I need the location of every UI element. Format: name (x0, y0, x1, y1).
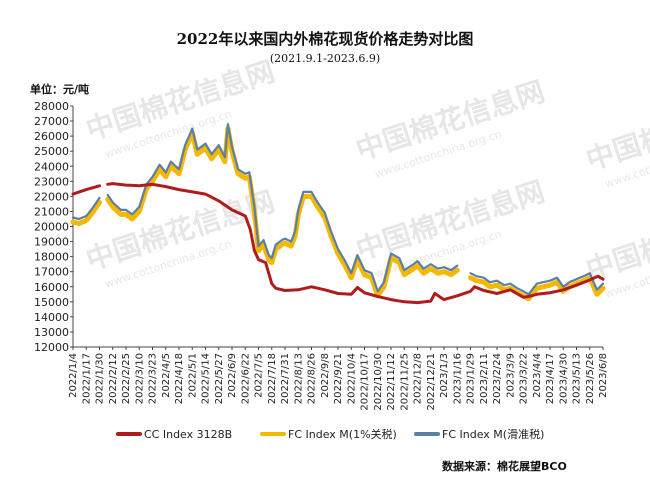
x-tick-label: 2022/1/17 (81, 353, 92, 404)
y-tick-label: 12000 (34, 341, 69, 354)
x-tick-label: 2022/2/12 (108, 353, 119, 404)
x-tick-label: 2022/7/5 (254, 353, 265, 398)
series-line (70, 126, 606, 302)
series-2 (70, 126, 606, 302)
x-tick-label: 2023/5/26 (585, 353, 596, 404)
x-tick-label: 2023/3/9 (505, 353, 516, 398)
x-tick-label: 2022/9/8 (320, 353, 331, 398)
x-tick-label: 2022/9/21 (333, 353, 344, 404)
y-tick-label: 21000 (34, 205, 69, 218)
x-tick-label: 2022/11/25 (399, 353, 410, 411)
chart-subtitle: (2021.9.1-2023.6.9) (270, 52, 380, 65)
x-tick-label: 2023/2/11 (479, 353, 490, 404)
x-tick-label: 2022/6/9 (227, 353, 238, 398)
y-tick-label: 14000 (34, 311, 69, 324)
x-tick-label: 2022/3/23 (148, 353, 159, 404)
legend: CC Index 3128B FC Index M(1%关税) FC Index M… (116, 427, 544, 441)
x-tick-label: 2023/2/24 (492, 353, 503, 404)
x-tick-label: 2022/5/1 (187, 353, 198, 398)
chart-title: 2022年以来国内外棉花现货价格走势对比图 (177, 30, 474, 48)
legend-label: FC Index M(1%关税) (288, 427, 397, 441)
y-tick-label: 17000 (34, 266, 69, 279)
x-tick-label: 2022/7/18 (267, 353, 278, 404)
y-tick-label: 20000 (34, 221, 69, 234)
y-tick-label: 25000 (34, 145, 69, 158)
x-tick-label: 2023/1/3 (439, 353, 450, 398)
x-tick-label: 2022/12/21 (426, 353, 437, 411)
y-tick-label: 27000 (34, 115, 69, 128)
y-tick-label: 15000 (34, 296, 69, 309)
y-tick-label: 19000 (34, 236, 69, 249)
x-tick-label: 2022/10/17 (360, 353, 371, 411)
x-tick-label: 2022/4/5 (161, 353, 172, 398)
x-tick-label: 2022/5/14 (201, 353, 212, 404)
x-tick-label: 2022/1/4 (68, 353, 79, 398)
x-tick-label: 2022/7/31 (280, 353, 291, 404)
x-tick-label: 2023/3/22 (519, 353, 530, 404)
watermark-text: 中国棉花信息网 (582, 195, 650, 287)
x-tick-label: 2023/4/30 (558, 353, 569, 404)
data-source: 数据来源：棉花展望BCO (442, 459, 567, 473)
y-tick-label: 22000 (34, 190, 69, 203)
x-tick-label: 2022/10/30 (373, 353, 384, 411)
series-3 (71, 123, 605, 296)
series-1 (71, 182, 605, 305)
x-tick-label: 2023/4/4 (532, 353, 543, 398)
legend-label: FC Index M(滑准税) (442, 427, 544, 441)
series-line (71, 123, 605, 296)
unit-label: 单位：元/吨 (30, 82, 89, 96)
plot-area: 12000 13000 14000 15000 16000 17000 18000 19000… (34, 100, 609, 411)
x-tick-label: 2022/5/27 (214, 353, 225, 404)
x-tick-label: 2022/4/18 (174, 353, 185, 404)
y-tick-label: 23000 (34, 175, 69, 188)
watermark-text: 中国棉花信息网 (582, 85, 650, 177)
x-tick-label: 2022/2/25 (121, 353, 132, 404)
y-tick-label: 26000 (34, 130, 69, 143)
x-tick-label: 2023/6/8 (598, 353, 609, 398)
y-tick-label: 28000 (34, 100, 69, 113)
y-tick-label: 18000 (34, 251, 69, 264)
x-tick-label: 2022/8/26 (307, 353, 318, 404)
x-tick-label: 2022/1/30 (95, 353, 106, 404)
y-tick-label: 16000 (34, 281, 69, 294)
x-tick-label: 2022/8/13 (293, 353, 304, 404)
x-tick-label: 2023/4/17 (545, 353, 556, 404)
x-tick-label: 2023/1/29 (466, 353, 477, 404)
x-tick-label: 2022/6/22 (240, 353, 251, 404)
y-tick-label: 24000 (34, 160, 69, 173)
x-tick-label: 2023/1/16 (452, 353, 463, 404)
series-line (71, 182, 605, 305)
x-tick-label: 2022/3/10 (134, 353, 145, 404)
x-tick-label: 2022/10/4 (346, 353, 357, 404)
legend-label: CC Index 3128B (144, 428, 232, 441)
x-tick-label: 2022/11/12 (386, 353, 397, 411)
x-tick-label: 2022/12/8 (413, 353, 424, 404)
x-tick-label: 2023/5/13 (572, 353, 583, 404)
y-tick-label: 13000 (34, 326, 69, 339)
